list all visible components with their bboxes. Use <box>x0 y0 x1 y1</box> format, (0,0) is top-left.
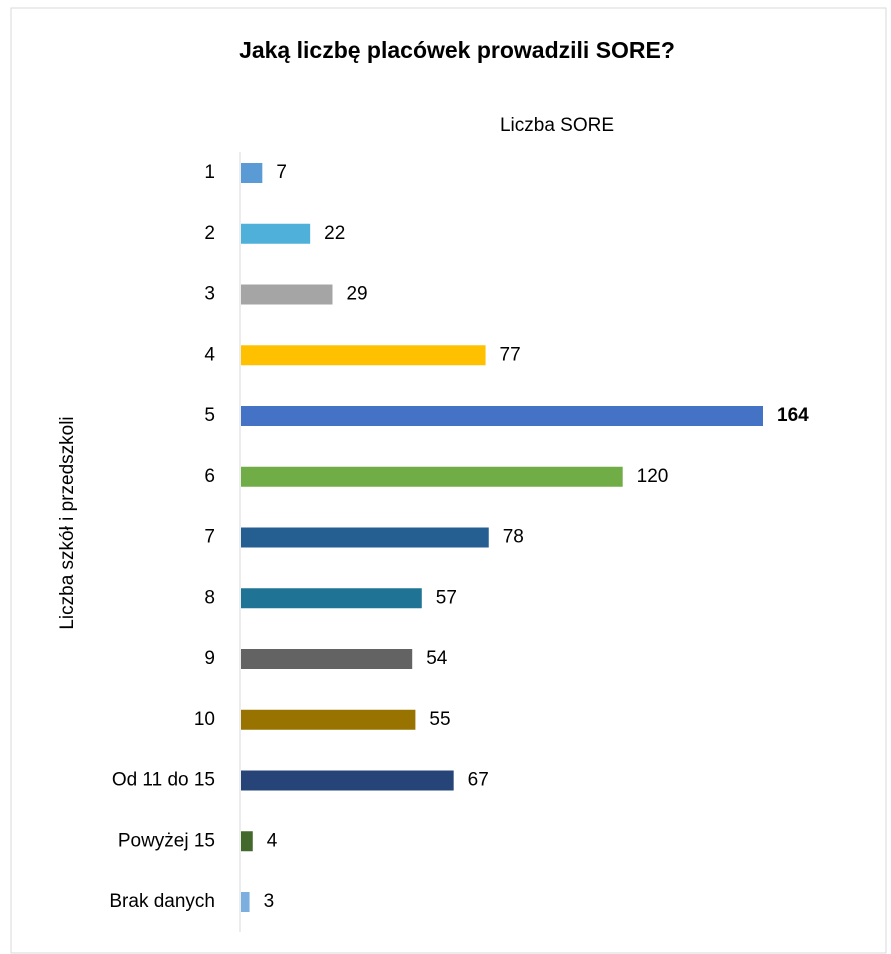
value-label: 29 <box>346 284 367 305</box>
value-label: 22 <box>324 223 345 244</box>
y-tick-label: 10 <box>194 709 215 730</box>
value-label: 164 <box>777 405 809 426</box>
y-tick-label: 7 <box>204 527 215 548</box>
bar <box>241 345 486 366</box>
value-label: 78 <box>503 527 524 548</box>
bar <box>241 892 250 912</box>
bar <box>241 163 263 183</box>
y-tick-label: Brak danych <box>109 891 215 912</box>
x-axis-title: Liczba SORE <box>500 115 614 136</box>
bar <box>241 466 623 487</box>
y-tick-label: Powyżej 15 <box>118 830 215 851</box>
y-tick-label: Od 11 do 15 <box>112 770 215 791</box>
y-tick-label: 3 <box>204 284 215 305</box>
bar <box>241 406 763 426</box>
y-tick-label: 9 <box>204 648 215 669</box>
value-label: 7 <box>276 162 287 183</box>
bar <box>241 709 416 730</box>
bar <box>241 770 454 791</box>
value-label: 67 <box>468 770 489 791</box>
value-label: 120 <box>637 466 669 487</box>
value-label: 55 <box>429 709 450 730</box>
bar <box>241 527 489 548</box>
bar <box>241 649 413 669</box>
y-tick-label: 8 <box>204 587 215 608</box>
y-tick-label: 6 <box>204 466 215 487</box>
value-label: 3 <box>264 891 275 912</box>
y-tick-label: 2 <box>204 223 215 244</box>
value-label: 77 <box>500 344 521 365</box>
value-label: 57 <box>436 587 457 608</box>
bar <box>241 284 333 305</box>
bar <box>241 588 422 609</box>
chart-title: Jaką liczbę placówek prowadzili SORE? <box>239 37 675 63</box>
y-tick-label: 5 <box>204 405 215 426</box>
y-axis-title: Liczba szkół i przedszkoli <box>57 416 78 629</box>
value-label: 54 <box>426 648 448 669</box>
bar <box>241 223 311 244</box>
y-tick-label: 4 <box>204 344 215 365</box>
y-tick-label: 1 <box>204 162 215 183</box>
bar <box>241 831 253 852</box>
value-label: 4 <box>267 830 278 851</box>
